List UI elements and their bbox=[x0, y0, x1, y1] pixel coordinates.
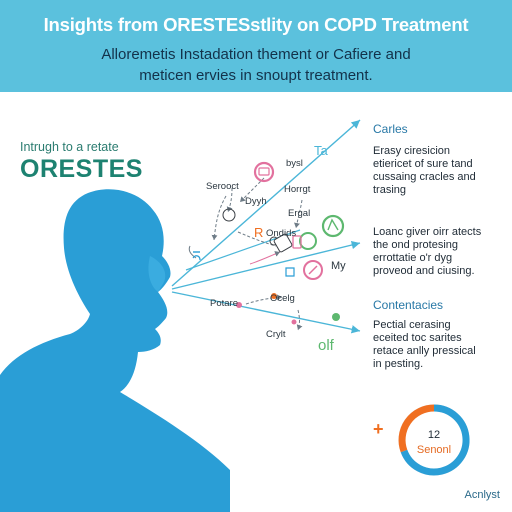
head-silhouette-icon bbox=[0, 189, 230, 512]
page-subtitle: Alloremetis Instadation thement or Cafie… bbox=[0, 44, 512, 86]
label-horrgt: Horrgt bbox=[284, 184, 311, 195]
header-banner: Insights from ORESTESstlity on COPD Trea… bbox=[0, 0, 512, 92]
section-line: Pectial cerasing bbox=[373, 319, 451, 331]
face-highlight bbox=[148, 256, 166, 292]
node-box-icon bbox=[292, 235, 302, 249]
page-title: Insights from ORESTESstlity on COPD Trea… bbox=[43, 14, 469, 35]
plus-icon: + bbox=[373, 419, 384, 439]
subtitle-line-1: Alloremetis Instadation thement or Cafie… bbox=[101, 46, 411, 63]
label-ondids: Ondids bbox=[266, 228, 297, 239]
ring-gauge-accent bbox=[398, 404, 435, 453]
section-line: Loanc giver oirr atects bbox=[373, 226, 482, 238]
label-crylt: Crylt bbox=[266, 329, 286, 340]
footer-label: Acnlyst bbox=[464, 489, 500, 501]
section-body: Pectial cerasing eceited toc sarites ret… bbox=[373, 319, 508, 371]
label-bysl: bysl bbox=[286, 158, 303, 169]
node-circle-icon bbox=[253, 161, 275, 183]
section-body: Loanc giver oirr atects the ond protesin… bbox=[373, 226, 508, 278]
node-circle-icon bbox=[299, 232, 317, 250]
section-line: Erasy ciresicion bbox=[373, 145, 451, 157]
label-olf: olf bbox=[318, 337, 334, 354]
connector-pink bbox=[249, 251, 281, 265]
node-circle-icon bbox=[222, 208, 236, 222]
label-ergal: Ergal bbox=[288, 208, 311, 219]
label-ocelg: Ocelg bbox=[270, 293, 295, 304]
label-r: R bbox=[254, 225, 264, 240]
section-title: Carles bbox=[373, 122, 408, 136]
small-mark bbox=[192, 255, 201, 261]
label-serooct: Serooct bbox=[206, 181, 239, 192]
node-dot-icon bbox=[291, 319, 297, 325]
label-potare: Potare bbox=[210, 298, 238, 309]
label-ta: Ta bbox=[314, 143, 328, 158]
node-dot-icon bbox=[332, 313, 340, 321]
dashed-connector bbox=[226, 187, 233, 213]
node-glyph bbox=[327, 218, 339, 231]
label-dyyh: Dyyh bbox=[245, 196, 267, 207]
subtitle-line-2: meticen ervies in snoupt treatment. bbox=[139, 67, 373, 84]
node-glyph bbox=[258, 167, 270, 176]
arrow-top bbox=[171, 119, 361, 287]
node-circle-icon bbox=[303, 260, 323, 280]
dashed-connector bbox=[294, 199, 303, 229]
dashed-connector bbox=[211, 195, 227, 241]
arrow-middle bbox=[171, 240, 361, 290]
node-box-icon bbox=[273, 233, 293, 253]
section-title: Contentacies bbox=[373, 298, 444, 312]
ring-gauge-fill bbox=[400, 404, 470, 476]
section-line: proveod and ciusing. bbox=[373, 265, 475, 277]
node-circle-icon bbox=[321, 214, 345, 238]
section-body: Erasy ciresicion etiericet of sure tand … bbox=[373, 145, 508, 197]
gauge-value: 12 bbox=[427, 429, 441, 441]
gauge-caption: Senonl bbox=[416, 444, 452, 456]
section-line: cussaing cracles and bbox=[373, 171, 476, 183]
section-line: errottatie o'r dyg bbox=[373, 252, 453, 264]
section-line: retace anlly pressical bbox=[373, 345, 476, 357]
intro-lead: Intrugh to a retate bbox=[20, 140, 119, 154]
node-glyph bbox=[308, 265, 318, 275]
section-line: trasing bbox=[373, 184, 407, 196]
node-box-icon bbox=[285, 267, 295, 277]
node-dot-icon bbox=[271, 293, 277, 299]
node-dot-icon bbox=[236, 302, 242, 308]
section-line: etiericet of sure tand bbox=[373, 158, 473, 170]
arrow-bottom bbox=[171, 291, 361, 334]
brand-name: ORESTES bbox=[20, 155, 143, 183]
section-line: eceited toc sarites bbox=[373, 332, 462, 344]
section-line: the ond protesing bbox=[373, 239, 459, 251]
dashed-connector bbox=[296, 309, 303, 331]
section-line: in pesting. bbox=[373, 358, 424, 370]
label-my: My bbox=[331, 260, 346, 272]
